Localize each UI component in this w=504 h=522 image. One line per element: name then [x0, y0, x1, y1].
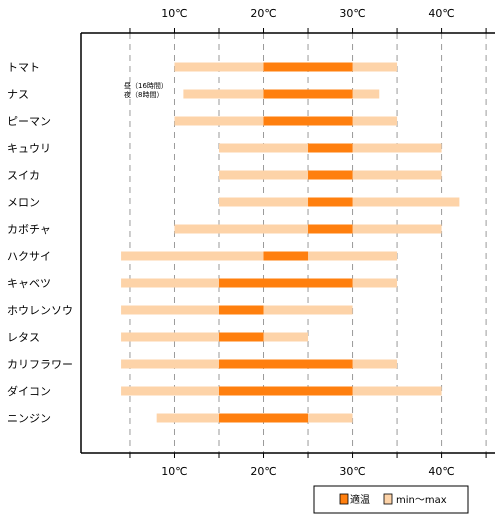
category-label: トマト: [7, 61, 40, 74]
category-label: スイカ: [7, 169, 40, 182]
bar-optimal: [308, 170, 353, 180]
tick-label: 10℃: [161, 7, 187, 20]
legend-label: 適温: [350, 493, 370, 506]
bar-optimal: [263, 251, 309, 261]
chart-frame: [80, 28, 495, 458]
bar-optimal: [308, 197, 353, 207]
category-labels: トマトナスピーマンキュウリスイカメロンカボチャハクサイキャベツホウレンソウレタス…: [7, 61, 73, 425]
top-tick-labels: 10℃ 20℃ 30℃ 40℃: [161, 7, 454, 20]
bar-optimal: [219, 359, 353, 369]
bar-range: [174, 224, 442, 234]
bar-optimal: [219, 332, 264, 342]
category-label: ダイコン: [7, 384, 51, 398]
bar-optimal: [263, 89, 353, 99]
category-label: ホウレンソウ: [7, 304, 73, 317]
category-label: ニンジン: [7, 412, 51, 425]
tick-label: 20℃: [250, 7, 276, 20]
bar-optimal: [219, 278, 353, 288]
category-label: キュウリ: [7, 142, 51, 155]
category-label: キャベツ: [7, 277, 51, 290]
tick-label: 40℃: [428, 465, 454, 478]
legend-swatch: [383, 493, 393, 505]
tick-label: 30℃: [339, 465, 365, 478]
bottom-tick-labels: 10℃ 20℃ 30℃ 40℃: [161, 465, 454, 478]
bar-optimal: [219, 386, 353, 396]
legend-swatch: [339, 493, 349, 505]
legend: 適温 min～max: [313, 485, 469, 514]
tick-label: 40℃: [428, 7, 454, 20]
annotation-text: 昼（16時間）: [124, 82, 168, 90]
category-label: メロン: [7, 196, 40, 209]
bar-optimal: [263, 62, 353, 72]
bar-optimal: [219, 305, 264, 315]
tick-label: 20℃: [250, 465, 276, 478]
bar-optimal: [219, 413, 309, 423]
bars: [121, 62, 460, 423]
category-label: カリフラワー: [7, 358, 73, 371]
bar-optimal: [308, 224, 353, 234]
tick-label: 10℃: [161, 465, 187, 478]
category-label: ハクサイ: [7, 250, 51, 263]
annotation: 昼（16時間）夜（8時間）: [124, 82, 168, 99]
grid-lines: [129, 33, 487, 453]
annotation-text: 夜（8時間）: [124, 90, 163, 99]
category-label: カボチャ: [7, 223, 51, 236]
bar-optimal: [308, 143, 353, 153]
legend-label: min～max: [396, 495, 447, 506]
bar-range: [121, 332, 309, 342]
category-label: ナス: [7, 88, 29, 101]
bar-optimal: [263, 116, 353, 126]
category-label: ピーマン: [7, 115, 51, 128]
category-label: レタス: [7, 331, 40, 344]
tick-label: 30℃: [339, 7, 365, 20]
bar-range: [121, 251, 398, 261]
